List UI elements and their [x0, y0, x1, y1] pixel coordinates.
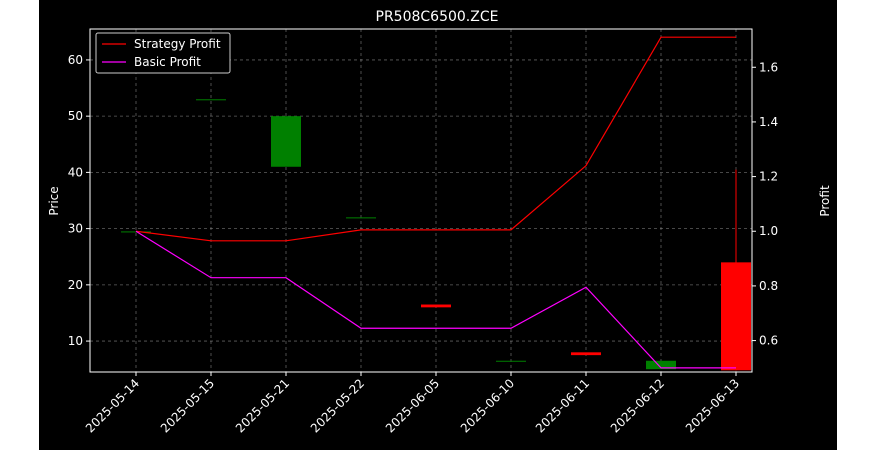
legend-label-strategy-profit: Strategy Profit [134, 37, 221, 51]
figure-background [39, 0, 837, 450]
candle-body-2025-05-22 [346, 217, 376, 219]
candle-body-2025-06-13 [721, 262, 751, 371]
candle-body-2025-06-11 [571, 352, 601, 356]
left-tick-label: 50 [68, 109, 83, 123]
left-tick-label: 60 [68, 53, 83, 67]
right-tick-label: 0.8 [759, 279, 778, 293]
left-tick-label: 10 [68, 334, 83, 348]
right-axis-label: Profit [818, 185, 832, 217]
left-tick-label: 30 [68, 222, 83, 236]
legend: Strategy Profit Basic Profit [95, 32, 231, 74]
legend-box [95, 32, 231, 74]
candle-body-2025-06-05 [421, 304, 451, 308]
candle-body-2025-05-15 [196, 99, 226, 101]
profit-lines [135, 36, 736, 369]
candle-body-2025-06-12 [646, 360, 676, 370]
series-line-basic-profit [135, 230, 736, 369]
right-tick-label: 1.2 [759, 170, 778, 184]
candle-body-2025-06-10 [496, 360, 526, 362]
candlesticks [121, 99, 751, 371]
right-tick-label: 1.6 [759, 60, 778, 74]
right-tick-label: 1.0 [759, 224, 778, 238]
plot-frame [89, 28, 753, 373]
right-tick-label: 0.6 [759, 334, 778, 348]
candle-body-2025-05-21 [271, 116, 301, 167]
legend-label-basic-profit: Basic Profit [134, 55, 201, 69]
chart-title: PR508C6500.ZCE [376, 9, 499, 25]
left-tick-label: 20 [68, 278, 83, 292]
right-tick-label: 1.4 [759, 115, 778, 129]
left-tick-label: 40 [68, 165, 83, 179]
series-line-strategy-profit [135, 36, 736, 242]
left-axis-label: Price [47, 186, 61, 215]
